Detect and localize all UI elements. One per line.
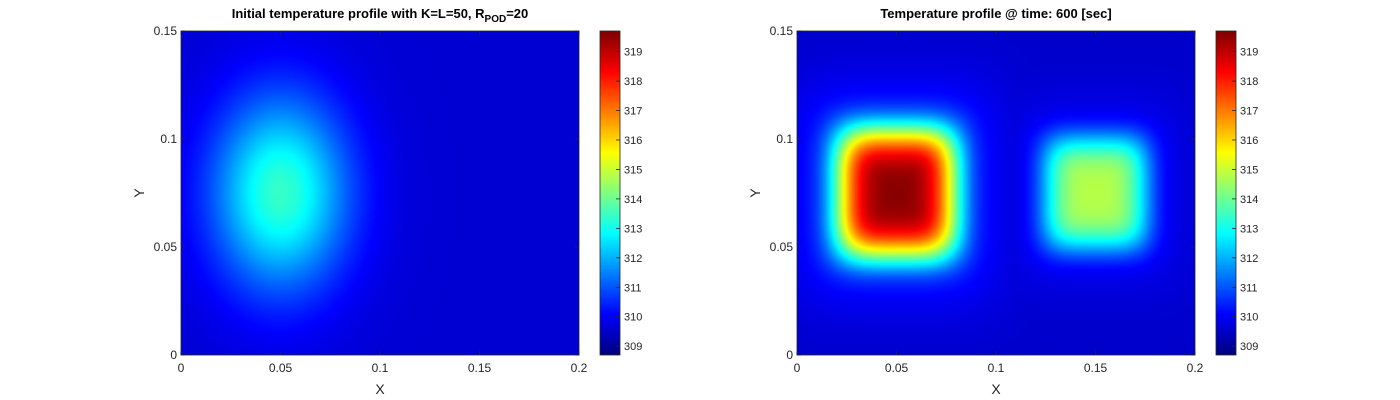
x-axis-label-2: X [991,381,1001,397]
x-tick-label: 0 [178,361,185,375]
chart-title-1: Initial temperature profile with K=L=50,… [232,6,529,25]
colorbar-tick-label: 312 [1240,253,1258,265]
x-ticks-2: 0 0.05 0.1 0.15 0.2 [794,31,1204,375]
x-tick-label: 0.15 [468,361,492,375]
y-tick-label: 0.05 [770,240,794,254]
colorbar-tick-label: 316 [624,135,642,147]
colorbar-tick-label: 319 [1240,47,1258,59]
colorbar-tick-label: 311 [624,282,642,294]
colorbar-tick-label: 316 [1240,135,1258,147]
y-tick-label: 0 [786,348,793,362]
colorbar-tick-label: 312 [624,253,642,265]
x-tick-label: 0.2 [1187,361,1204,375]
y-tick-label: 0.1 [160,132,177,146]
y-tick-label: 0.05 [154,240,178,254]
colorbar-tick-label: 317 [1240,106,1258,118]
y-tick-label: 0.15 [154,24,178,38]
colorbar-2 [1216,31,1236,355]
panel-initial-profile: Initial temperature profile with K=L=50,… [131,6,642,397]
y-tick-label: 0.1 [776,132,793,146]
colorbar-tick-label: 310 [624,312,642,324]
chart-title-2: Temperature profile @ time: 600 [sec] [880,6,1111,21]
heatmap-image-2 [797,31,1195,355]
colorbar-tick-label: 315 [1240,164,1258,176]
x-tick-label: 0.15 [1084,361,1108,375]
y-axis-label-2: Y [747,188,763,198]
y-ticks-2: 0 0.05 0.1 0.15 [770,24,1195,362]
y-tick-label: 0 [170,348,177,362]
x-tick-label: 0.1 [988,361,1005,375]
x-ticks-1: 0 0.05 0.1 0.15 0.2 [178,31,588,375]
x-tick-label: 0.2 [571,361,588,375]
colorbar-1 [600,31,620,355]
colorbar-tick-label: 314 [1240,194,1258,206]
colorbar-tick-label: 314 [624,194,642,206]
colorbar-tick-label: 311 [1240,282,1258,294]
colorbar-tick-label: 309 [624,341,642,353]
x-tick-label: 0.1 [372,361,389,375]
colorbar-tick-label: 313 [624,223,642,235]
colorbar-ticks-2: 309 310 311 312 313 314 315 316 317 318 319 [1232,47,1258,353]
colorbar-tick-label: 318 [1240,76,1258,88]
x-tick-label: 0.05 [269,361,293,375]
colorbar-frame-1 [599,30,621,356]
colorbar-tick-label: 315 [624,164,642,176]
x-axis-label-1: X [375,381,385,397]
colorbar-tick-label: 313 [1240,223,1258,235]
heatmap-image-1 [181,31,579,355]
y-axis-label-1: Y [131,188,147,198]
colorbar-ticks-1: 309 310 311 312 313 314 315 316 317 318 319 [616,47,642,353]
y-tick-label: 0.15 [770,24,794,38]
colorbar-tick-label: 318 [624,76,642,88]
colorbar-tick-label: 309 [1240,341,1258,353]
y-ticks-1: 0 0.05 0.1 0.15 [154,24,579,362]
colorbar-tick-label: 317 [624,106,642,118]
colorbar-frame-2 [1215,30,1237,356]
x-tick-label: 0 [794,361,801,375]
x-tick-label: 0.05 [885,361,909,375]
colorbar-tick-label: 310 [1240,312,1258,324]
colorbar-tick-label: 319 [624,47,642,59]
